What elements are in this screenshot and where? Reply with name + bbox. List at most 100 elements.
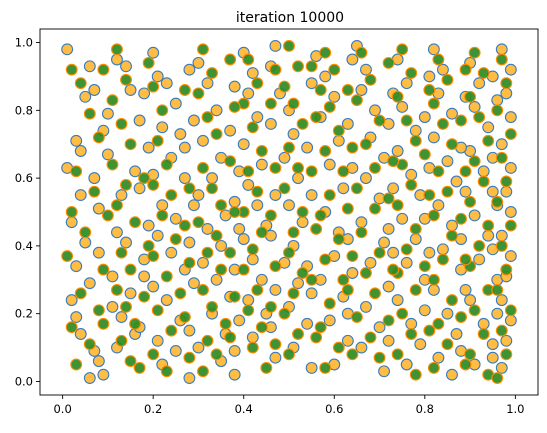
green-point-93 <box>287 287 300 300</box>
orange-point-142 <box>427 43 440 56</box>
orange-point-250 <box>423 246 436 259</box>
green-point-145 <box>441 73 454 86</box>
green-point-163 <box>482 134 495 147</box>
green-point-189 <box>491 372 504 385</box>
green-point-164 <box>468 155 481 168</box>
orange-point-160 <box>468 100 481 113</box>
orange-point-150 <box>446 219 458 232</box>
orange-point-37 <box>151 229 164 242</box>
green-point-106 <box>332 233 345 246</box>
green-point-26 <box>111 283 123 296</box>
green-point-198 <box>183 182 196 195</box>
orange-point-186 <box>500 334 513 347</box>
orange-point-44 <box>169 344 182 357</box>
orange-point-95 <box>305 361 318 374</box>
orange-point-43 <box>151 334 164 347</box>
orange-point-48 <box>201 77 214 90</box>
green-point-43 <box>151 304 164 317</box>
green-point-154 <box>427 273 440 286</box>
green-point-48 <box>206 67 218 80</box>
green-point-182 <box>504 219 517 232</box>
green-point-186 <box>504 304 517 317</box>
green-point-11 <box>92 304 105 317</box>
orange-point-140 <box>414 338 427 351</box>
green-point-102 <box>319 145 332 157</box>
green-point-108 <box>337 273 350 286</box>
green-point-179 <box>495 151 508 164</box>
green-point-83 <box>278 80 291 93</box>
orange-point-6 <box>65 294 78 307</box>
green-point-207 <box>224 246 237 259</box>
green-point-117 <box>360 138 372 151</box>
green-point-208 <box>228 290 241 303</box>
orange-point-3 <box>83 60 96 73</box>
orange-point-174 <box>504 63 517 76</box>
green-point-195 <box>138 290 151 303</box>
green-point-199 <box>178 219 191 232</box>
green-point-129 <box>405 67 418 80</box>
orange-point-234 <box>346 53 359 66</box>
orange-point-242 <box>387 182 400 195</box>
orange-point-210 <box>178 141 191 154</box>
orange-point-22 <box>115 311 128 324</box>
x-tick-label: 0.2 <box>144 402 162 416</box>
green-point-215 <box>264 300 277 313</box>
green-point-183 <box>495 239 508 252</box>
orange-point-93 <box>301 317 314 330</box>
green-point-125 <box>350 311 363 324</box>
orange-point-194 <box>74 328 87 340</box>
green-point-136 <box>409 222 422 235</box>
orange-point-214 <box>183 324 196 337</box>
orange-point-69 <box>237 138 250 151</box>
green-point-82 <box>292 60 304 73</box>
green-point-55 <box>192 216 205 229</box>
orange-point-31 <box>174 128 187 141</box>
green-point-29 <box>115 334 128 347</box>
orange-point-156 <box>432 351 445 364</box>
x-tick-label: 0.0 <box>53 402 71 416</box>
orange-point-4 <box>88 84 101 96</box>
green-point-35 <box>160 158 173 171</box>
green-point-61 <box>219 317 232 330</box>
orange-point-40 <box>147 280 160 293</box>
orange-point-141 <box>400 358 413 371</box>
green-point-221 <box>305 273 318 286</box>
y-tick-label: 0.2 <box>15 307 33 321</box>
green-point-2 <box>83 107 96 120</box>
green-point-156 <box>432 317 445 330</box>
green-point-19 <box>124 138 137 151</box>
green-point-144 <box>432 53 445 66</box>
orange-point-202 <box>138 87 151 100</box>
green-point-245 <box>459 358 472 371</box>
green-point-78 <box>255 321 268 334</box>
green-point-94 <box>278 307 291 320</box>
orange-point-145 <box>446 107 458 120</box>
green-point-134 <box>405 178 418 191</box>
green-point-201 <box>178 311 191 324</box>
green-point-28 <box>129 317 142 330</box>
orange-point-80 <box>269 351 282 364</box>
orange-point-246 <box>423 70 436 83</box>
green-point-232 <box>387 263 400 276</box>
orange-point-212 <box>183 236 196 249</box>
green-point-204 <box>228 100 241 113</box>
orange-point-190 <box>65 216 78 229</box>
orange-point-114 <box>369 104 381 117</box>
orange-point-244 <box>387 246 400 259</box>
green-point-237 <box>418 260 431 273</box>
orange-point-57 <box>197 256 209 269</box>
green-point-188 <box>500 348 513 361</box>
orange-point-243 <box>382 222 395 235</box>
orange-point-25 <box>97 368 110 381</box>
orange-point-221 <box>233 314 246 327</box>
y-tick-label: 1.0 <box>15 36 33 50</box>
orange-point-129 <box>396 100 409 113</box>
orange-point-203 <box>142 141 155 154</box>
orange-point-171 <box>486 338 499 351</box>
green-point-63 <box>210 348 223 361</box>
orange-point-199 <box>92 246 105 259</box>
orange-point-170 <box>477 317 490 330</box>
green-point-81 <box>283 39 295 52</box>
green-point-112 <box>319 361 332 374</box>
orange-point-34 <box>178 172 191 185</box>
